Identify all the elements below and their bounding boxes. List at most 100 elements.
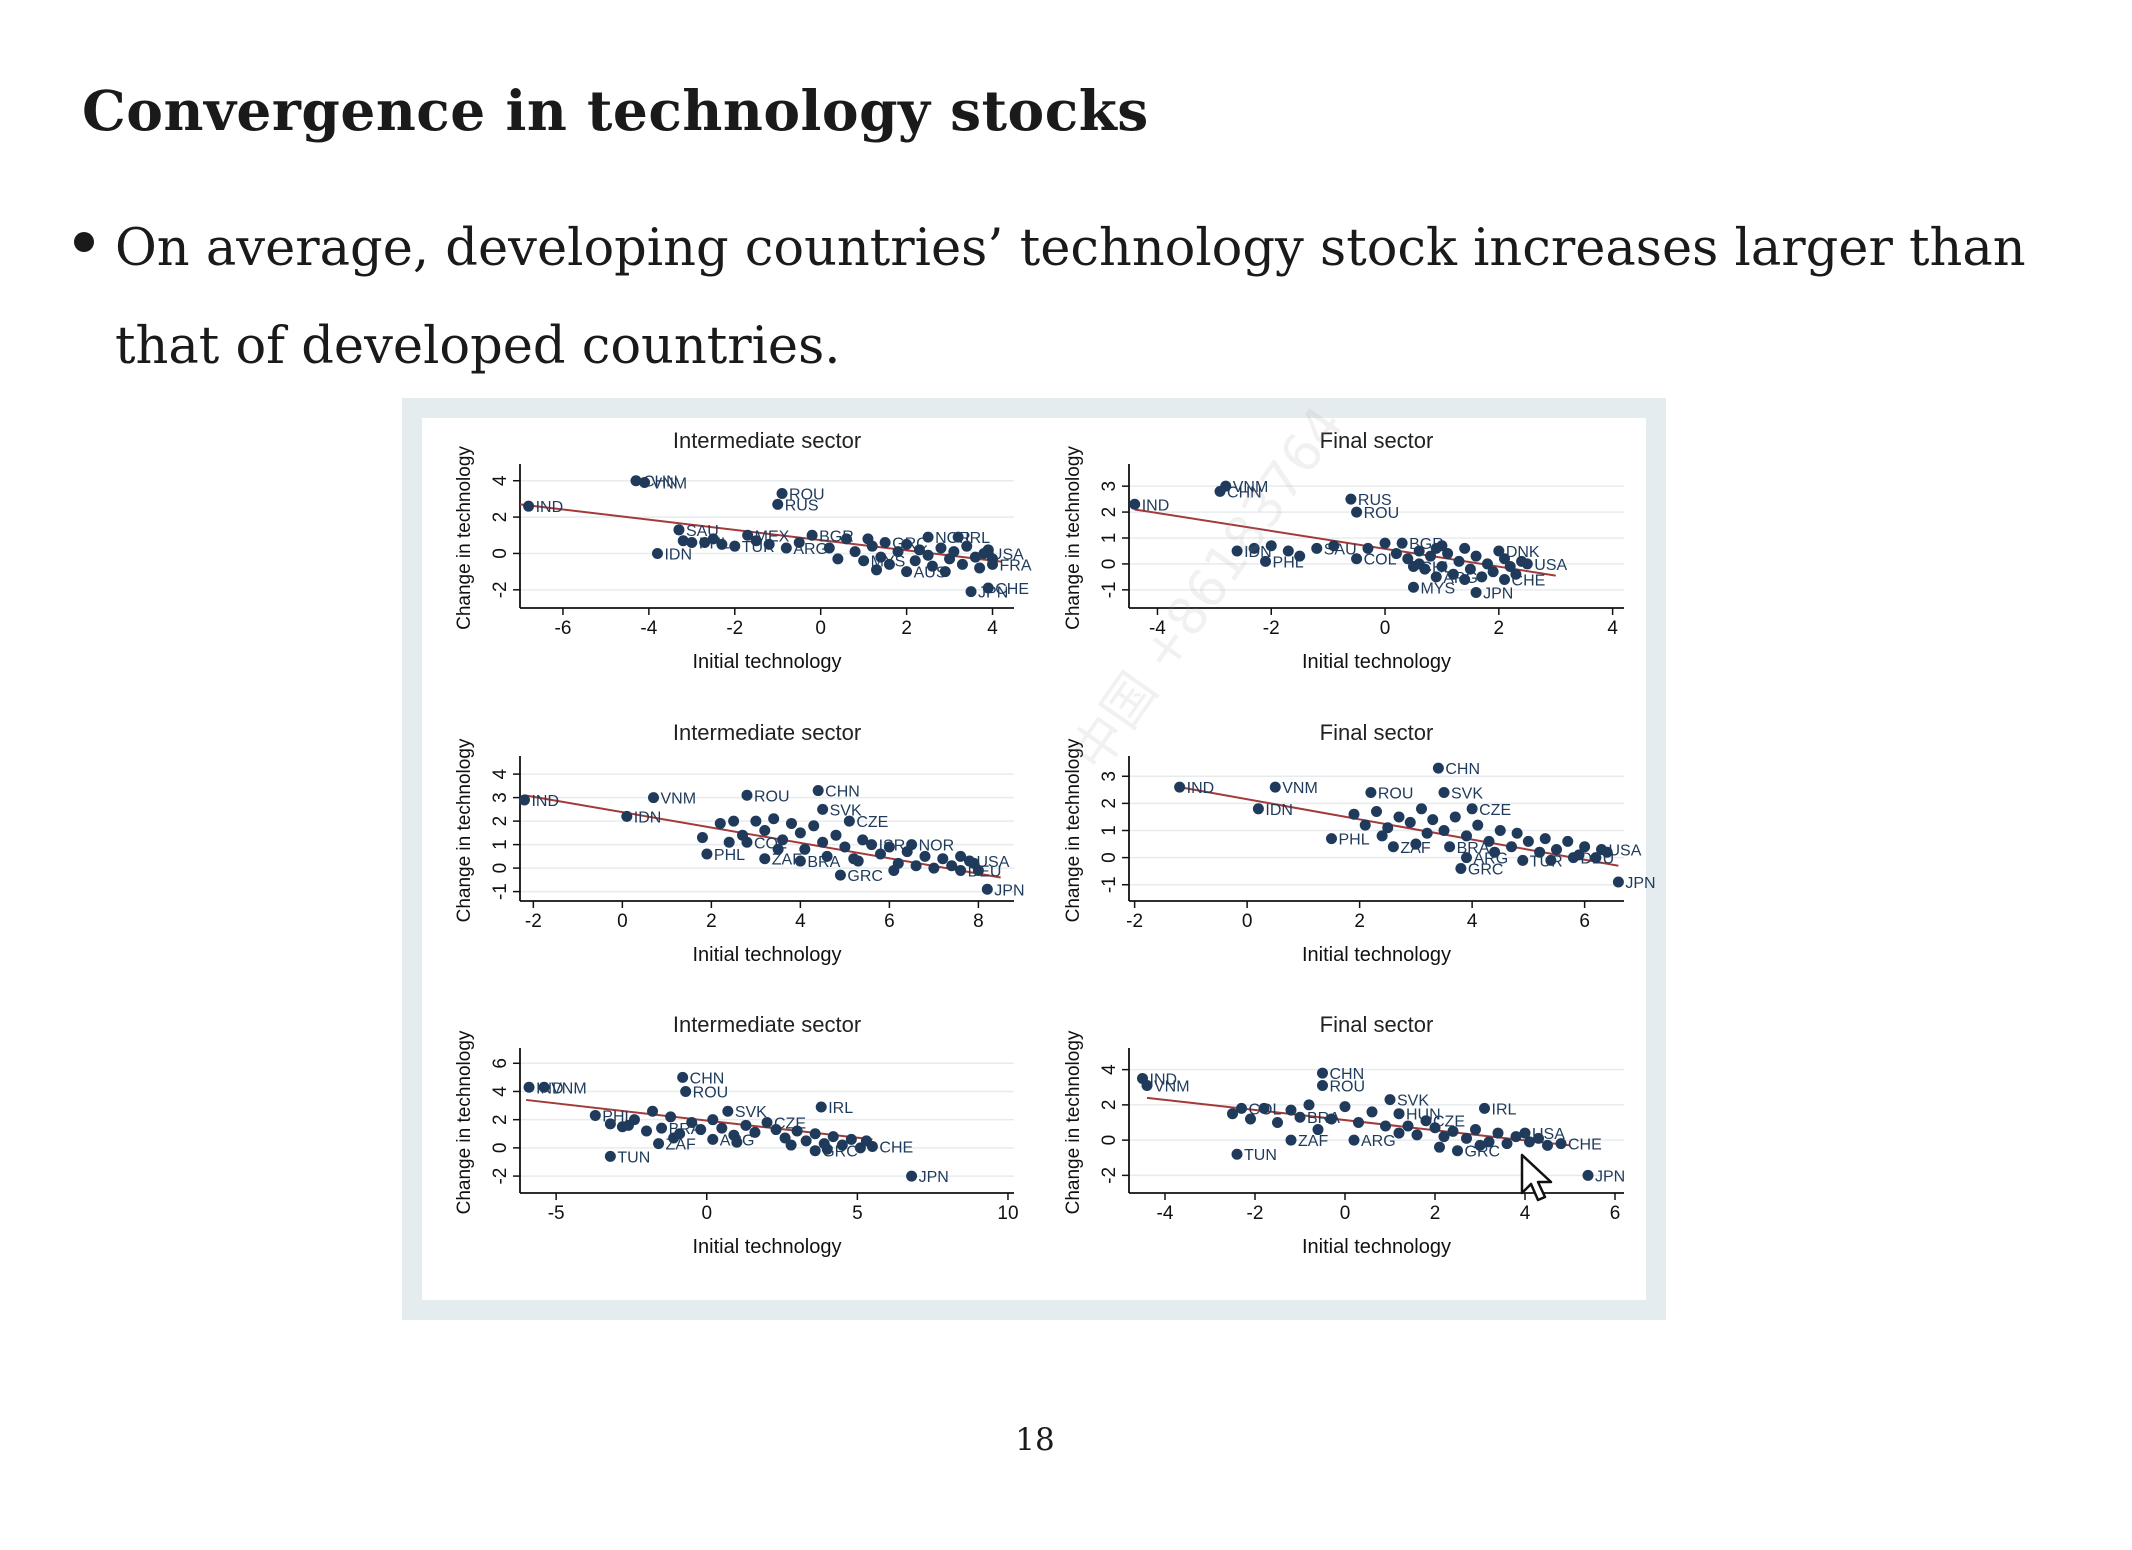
data-point: [770, 1124, 782, 1136]
data-point: [1402, 1120, 1414, 1132]
point-label: VNM: [661, 791, 697, 808]
point-label: JPN: [1595, 1168, 1625, 1185]
slide-title: Convergence in technology stocks: [82, 78, 1149, 143]
data-point: [1265, 540, 1277, 552]
mouse-pointer-icon: [1520, 1153, 1553, 1202]
data-point: [866, 839, 878, 851]
point-label: SVK: [830, 802, 862, 819]
data-point: [696, 832, 708, 844]
data-point: [1429, 1122, 1441, 1134]
data-point: [1380, 1120, 1391, 1132]
point-label: AUS: [914, 565, 947, 582]
data-point: [875, 551, 887, 563]
data-point: [1493, 545, 1505, 557]
data-point: [815, 1101, 827, 1113]
point-label: IDN: [634, 809, 662, 826]
data-point: [677, 535, 689, 547]
point-label: IDN: [664, 546, 692, 563]
point-label: IND: [1150, 1071, 1178, 1088]
point-label: CHN: [643, 474, 678, 491]
data-point: [716, 538, 728, 550]
data-point: [1461, 852, 1472, 864]
data-point: [1555, 1138, 1567, 1150]
data-point: [1590, 852, 1602, 864]
scatter-figure: -6 -4 -2 0 2 4 -2 0 2 4 Intermediate sector Initial…: [402, 398, 1666, 1320]
data-point: [888, 864, 900, 876]
data-point: [1464, 563, 1476, 575]
data-point: [978, 547, 990, 559]
point-label: COL: [1364, 552, 1397, 569]
point-label: ROU: [1330, 1078, 1366, 1095]
data-point: [987, 558, 999, 570]
data-point: [906, 1170, 918, 1182]
y-tick-label: 0: [1099, 559, 1120, 570]
point-label: IND: [1187, 780, 1215, 797]
data-point: [1466, 803, 1478, 815]
x-tick-label: 2: [706, 911, 717, 932]
scatter-panel-6: -4 -2 0 2 4 6 -2 0 2 4 Final sector Initial technol…: [1063, 1012, 1625, 1258]
data-point: [1470, 1124, 1481, 1136]
data-point: [1499, 573, 1511, 585]
panel-title: Intermediate sector: [673, 720, 861, 745]
data-point: [785, 817, 797, 829]
data-point: [1396, 537, 1408, 549]
data-point: [707, 1133, 719, 1145]
point-label: TUR: [1530, 853, 1563, 870]
point-label: SVK: [1397, 1093, 1429, 1110]
x-tick-label: 4: [1607, 618, 1618, 639]
x-tick-label: 0: [617, 911, 628, 932]
data-point: [981, 883, 993, 895]
y-tick-label: 6: [490, 1058, 511, 1069]
data-point: [1312, 1124, 1324, 1136]
data-point: [656, 1122, 668, 1134]
data-point: [1459, 573, 1471, 585]
data-point: [1272, 1117, 1283, 1128]
point-label: IRL: [965, 530, 990, 547]
data-point: [939, 566, 951, 578]
data-point: [1438, 1131, 1450, 1143]
data-point: [821, 850, 833, 862]
data-point: [1362, 542, 1374, 554]
data-point: [1447, 1125, 1459, 1137]
x-tick-label: -4: [1157, 1203, 1174, 1224]
data-point: [862, 533, 874, 545]
data-point: [1214, 485, 1226, 497]
point-label: BRA: [669, 1121, 702, 1138]
point-label: CZE: [1479, 802, 1511, 819]
data-point: [1348, 1134, 1360, 1146]
point-label: VNM: [1233, 479, 1269, 496]
x-axis-label: Initial technology: [1302, 651, 1451, 673]
data-point: [955, 850, 967, 862]
point-label: SAU: [1324, 541, 1357, 558]
point-label: TUN: [617, 1149, 650, 1166]
point-label: VNM: [551, 1080, 587, 1097]
point-label: DEU: [1580, 851, 1614, 868]
data-point: [622, 1119, 634, 1131]
data-point: [974, 562, 986, 574]
data-point: [922, 549, 934, 561]
y-tick-label: 1: [1099, 533, 1120, 544]
data-point: [852, 855, 864, 867]
x-axis-label: Initial technology: [693, 1236, 842, 1258]
data-point: [812, 785, 824, 797]
point-label: CHN: [825, 784, 860, 801]
point-label: ARG: [1361, 1133, 1396, 1150]
data-point: [1416, 803, 1427, 815]
data-point: [1248, 542, 1260, 554]
data-point: [742, 529, 754, 541]
x-tick-label: -2: [525, 911, 542, 932]
data-point: [935, 542, 947, 554]
data-point: [699, 537, 711, 549]
data-point: [1432, 762, 1444, 774]
data-point: [1524, 1136, 1535, 1148]
data-point: [1459, 542, 1471, 554]
data-point: [1269, 781, 1281, 793]
y-tick-label: 4: [1099, 1064, 1120, 1075]
data-point: [1245, 1113, 1256, 1125]
data-point: [1511, 827, 1523, 839]
data-point: [1413, 545, 1425, 557]
data-point: [871, 564, 883, 576]
data-point: [729, 540, 741, 552]
point-label: USA: [1534, 557, 1567, 574]
point-label: GRC: [892, 536, 928, 553]
